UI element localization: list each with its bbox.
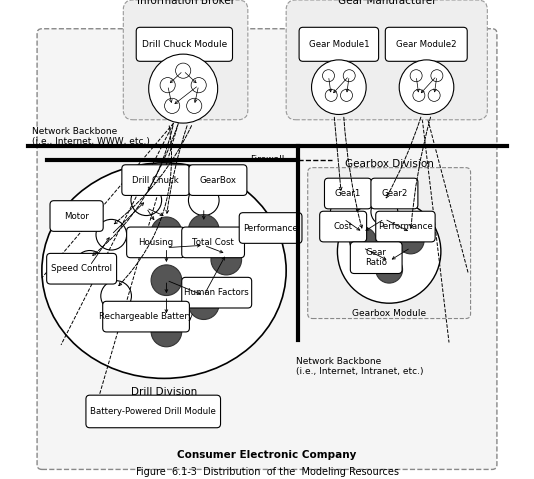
Text: Rechargeable Battery: Rechargeable Battery xyxy=(99,312,193,321)
Circle shape xyxy=(428,90,440,102)
Text: Drill Chuck Module: Drill Chuck Module xyxy=(142,40,227,49)
Circle shape xyxy=(410,70,422,82)
Text: Gear
Ratio: Gear Ratio xyxy=(365,248,387,267)
Text: Performance: Performance xyxy=(378,222,433,231)
Circle shape xyxy=(151,265,182,296)
Circle shape xyxy=(131,185,162,216)
Text: Cost: Cost xyxy=(334,222,353,231)
Circle shape xyxy=(96,219,127,250)
Circle shape xyxy=(397,227,424,254)
FancyBboxPatch shape xyxy=(286,0,488,120)
Text: Network Backbone
(i.e., Internet, Intranet, etc.): Network Backbone (i.e., Internet, Intran… xyxy=(296,357,423,376)
Text: Gear2: Gear2 xyxy=(381,189,407,198)
Circle shape xyxy=(341,90,352,102)
Text: Network Backbone
(i.e., Internet, WWW, etc.): Network Backbone (i.e., Internet, WWW, e… xyxy=(32,127,150,146)
Text: Speed Control: Speed Control xyxy=(51,264,112,273)
Circle shape xyxy=(343,70,355,82)
Circle shape xyxy=(74,251,105,281)
Text: Gear1: Gear1 xyxy=(335,189,361,198)
Circle shape xyxy=(176,63,191,78)
Circle shape xyxy=(349,227,376,254)
Text: Drill Division: Drill Division xyxy=(131,387,197,397)
FancyBboxPatch shape xyxy=(371,178,418,209)
Circle shape xyxy=(431,70,443,82)
FancyBboxPatch shape xyxy=(123,0,248,120)
Text: GearBox: GearBox xyxy=(199,176,237,184)
Circle shape xyxy=(101,281,131,311)
FancyBboxPatch shape xyxy=(308,168,470,319)
Circle shape xyxy=(186,98,202,114)
Text: Gear Manufacturer: Gear Manufacturer xyxy=(337,0,436,6)
Circle shape xyxy=(413,90,425,102)
Circle shape xyxy=(337,200,441,303)
Text: Information Broker: Information Broker xyxy=(137,0,234,6)
Text: Consumer Electronic Company: Consumer Electronic Company xyxy=(177,450,357,460)
FancyBboxPatch shape xyxy=(127,227,185,258)
Circle shape xyxy=(191,78,206,93)
Text: Gear Module2: Gear Module2 xyxy=(396,40,457,49)
Circle shape xyxy=(323,70,334,82)
FancyBboxPatch shape xyxy=(103,301,190,332)
FancyBboxPatch shape xyxy=(182,277,252,308)
Text: Gear Module1: Gear Module1 xyxy=(309,40,369,49)
FancyBboxPatch shape xyxy=(299,27,379,61)
FancyBboxPatch shape xyxy=(376,211,435,242)
Circle shape xyxy=(189,185,219,216)
Circle shape xyxy=(164,98,180,114)
FancyBboxPatch shape xyxy=(136,27,232,61)
FancyBboxPatch shape xyxy=(189,165,247,195)
Text: Performance: Performance xyxy=(243,224,298,232)
Circle shape xyxy=(189,215,219,245)
Circle shape xyxy=(311,60,366,114)
Ellipse shape xyxy=(42,163,286,378)
Text: Gearbox Module: Gearbox Module xyxy=(352,309,426,318)
Circle shape xyxy=(330,200,357,227)
Text: Firewall: Firewall xyxy=(250,155,285,164)
Text: Gearbox Division: Gearbox Division xyxy=(345,159,434,169)
Circle shape xyxy=(211,244,241,275)
Circle shape xyxy=(151,217,182,248)
FancyBboxPatch shape xyxy=(325,178,372,209)
FancyBboxPatch shape xyxy=(350,242,402,274)
Text: Figure  6.1-3  Distribution  of the  Modeling Resources: Figure 6.1-3 Distribution of the Modelin… xyxy=(136,467,398,477)
Text: Drill Chuck: Drill Chuck xyxy=(132,176,179,184)
FancyBboxPatch shape xyxy=(122,165,190,195)
Circle shape xyxy=(148,54,218,123)
Circle shape xyxy=(151,316,182,347)
FancyBboxPatch shape xyxy=(239,213,302,243)
FancyBboxPatch shape xyxy=(386,27,467,61)
FancyBboxPatch shape xyxy=(86,395,221,428)
Circle shape xyxy=(189,289,219,319)
FancyBboxPatch shape xyxy=(46,253,116,284)
Circle shape xyxy=(376,256,403,283)
Text: Human Factors: Human Factors xyxy=(184,288,249,297)
FancyBboxPatch shape xyxy=(37,29,497,469)
Text: Motor: Motor xyxy=(64,212,89,220)
Circle shape xyxy=(325,90,337,102)
Circle shape xyxy=(160,78,175,93)
FancyBboxPatch shape xyxy=(50,201,103,231)
FancyBboxPatch shape xyxy=(320,211,367,242)
Text: Housing: Housing xyxy=(138,238,173,247)
Text: Total Cost: Total Cost xyxy=(192,238,234,247)
Text: Battery-Powered Drill Module: Battery-Powered Drill Module xyxy=(90,407,216,416)
Circle shape xyxy=(399,60,454,114)
Circle shape xyxy=(371,198,398,225)
FancyBboxPatch shape xyxy=(182,227,245,258)
